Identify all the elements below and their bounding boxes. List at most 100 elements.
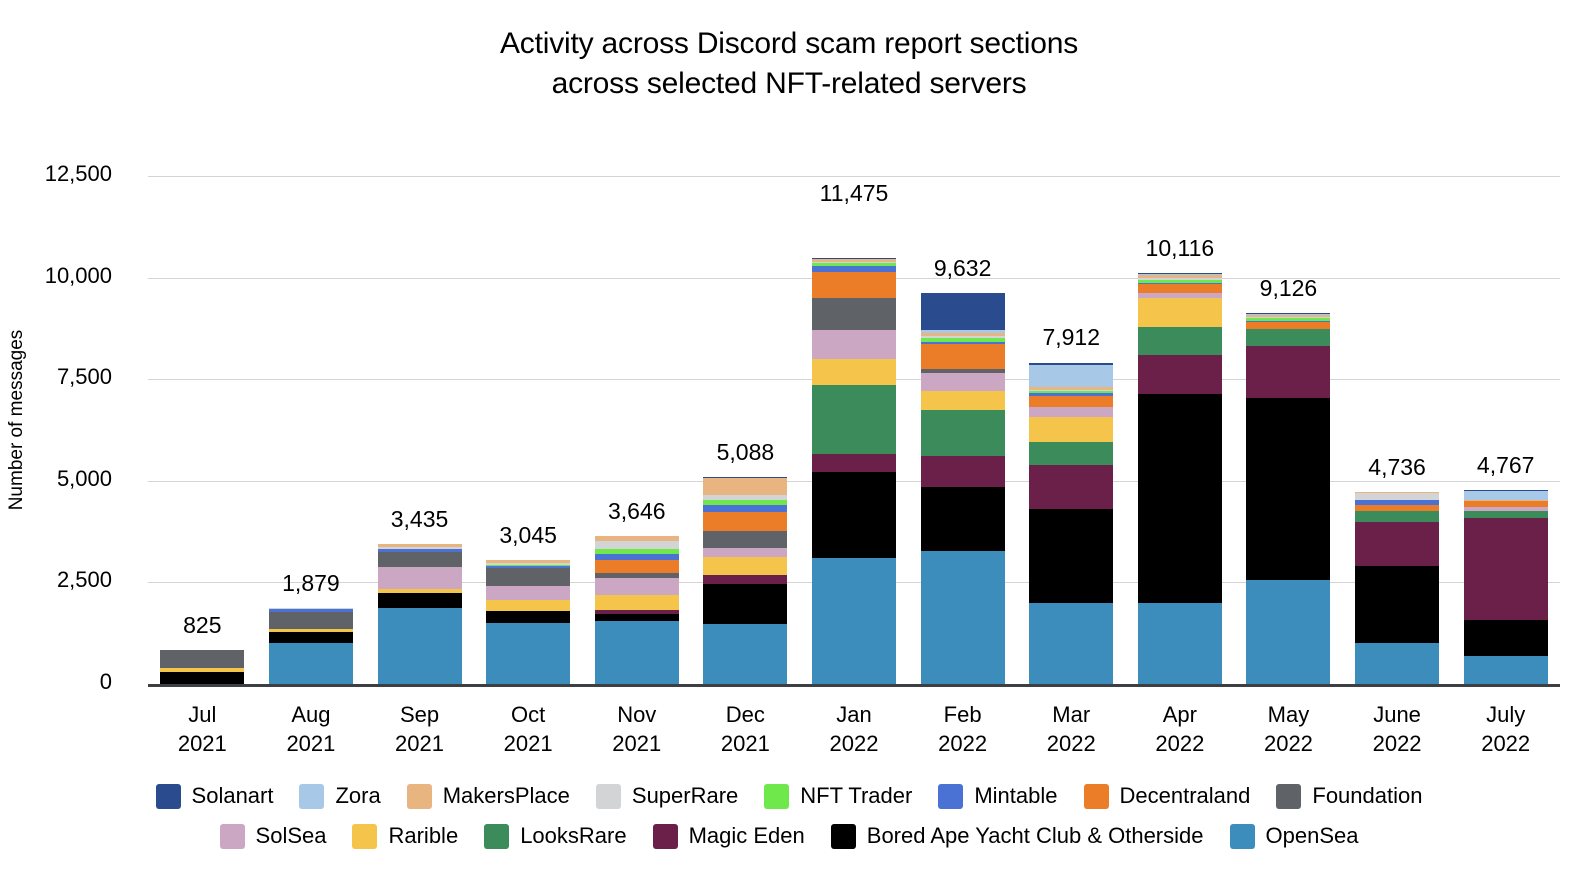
bar-segment[interactable] (920, 390, 1005, 411)
bar-stack[interactable] (486, 560, 571, 684)
bar-segment[interactable] (486, 560, 571, 564)
bar-segment[interactable] (268, 642, 353, 684)
bar-segment[interactable] (1355, 491, 1440, 494)
bar-segment[interactable] (486, 599, 571, 611)
bar-stack[interactable] (920, 292, 1005, 684)
bar-segment[interactable] (486, 623, 571, 684)
bar-segment[interactable] (1137, 278, 1222, 280)
bar-segment[interactable] (1029, 465, 1114, 510)
legend-item[interactable]: Foundation (1276, 783, 1422, 809)
bar-segment[interactable] (377, 551, 462, 568)
bar-segment[interactable] (594, 573, 679, 579)
bar-stack[interactable] (1137, 272, 1222, 684)
bar-segment[interactable] (812, 298, 896, 331)
bar-segment[interactable] (1246, 318, 1331, 321)
bar-segment[interactable] (703, 557, 788, 575)
bar-segment[interactable] (703, 574, 788, 584)
legend-item[interactable]: Solanart (155, 783, 273, 809)
bar-segment[interactable] (1029, 603, 1114, 684)
bar-stack[interactable] (1355, 491, 1440, 684)
bar-segment[interactable] (703, 500, 788, 505)
bar-segment[interactable] (268, 628, 353, 633)
bar-segment[interactable] (486, 565, 571, 569)
bar-segment[interactable] (703, 494, 788, 501)
bar-segment[interactable] (1463, 511, 1548, 518)
bar-segment[interactable] (486, 568, 571, 587)
bar-segment[interactable] (594, 548, 679, 555)
bar-segment[interactable] (1246, 316, 1331, 319)
bar-segment[interactable] (812, 557, 896, 684)
bar-segment[interactable] (1246, 313, 1331, 315)
bar-segment[interactable] (1463, 499, 1548, 501)
bar-segment[interactable] (920, 335, 1005, 338)
bar-segment[interactable] (703, 583, 788, 624)
bar-segment[interactable] (920, 332, 1005, 336)
bar-segment[interactable] (812, 454, 896, 473)
bar-segment[interactable] (1029, 417, 1114, 442)
bar-segment[interactable] (1355, 500, 1440, 505)
bar-segment[interactable] (812, 384, 896, 454)
bar-segment[interactable] (486, 586, 571, 600)
legend-item[interactable]: Bored Ape Yacht Club & Otherside (830, 823, 1204, 849)
bar-segment[interactable] (812, 265, 896, 273)
bar-segment[interactable] (377, 592, 462, 609)
legend-item[interactable]: NFT Trader (764, 783, 912, 809)
bar-segment[interactable] (268, 607, 353, 610)
bar-segment[interactable] (377, 548, 462, 552)
bar-stack[interactable] (160, 650, 245, 684)
bar-stack[interactable] (377, 544, 462, 684)
legend-item[interactable]: SolSea (219, 823, 326, 849)
bar-segment[interactable] (920, 456, 1005, 488)
bar-segment[interactable] (920, 337, 1005, 343)
bar-segment[interactable] (1137, 279, 1222, 284)
bar-segment[interactable] (1463, 655, 1548, 684)
bar-segment[interactable] (1246, 313, 1331, 314)
legend-item[interactable]: LooksRare (484, 823, 627, 849)
bar-segment[interactable] (1029, 441, 1114, 466)
bar-segment[interactable] (812, 358, 896, 385)
bar-segment[interactable] (594, 610, 679, 614)
bar-segment[interactable] (703, 504, 788, 513)
bar-segment[interactable] (1246, 314, 1331, 317)
bar-segment[interactable] (594, 578, 679, 595)
bar-segment[interactable] (594, 554, 679, 560)
bar-segment[interactable] (268, 609, 353, 612)
bar-segment[interactable] (486, 564, 571, 566)
bar-segment[interactable] (920, 342, 1005, 345)
bar-segment[interactable] (920, 551, 1005, 684)
bar-segment[interactable] (1246, 580, 1331, 684)
bar-segment[interactable] (1463, 507, 1548, 512)
legend-item[interactable]: Magic Eden (652, 823, 805, 849)
bar-segment[interactable] (1137, 292, 1222, 298)
legend-item[interactable]: Zora (299, 783, 381, 809)
bar-segment[interactable] (1029, 389, 1114, 392)
bar-segment[interactable] (1246, 398, 1331, 581)
bar-segment[interactable] (1246, 329, 1331, 346)
bar-segment[interactable] (703, 530, 788, 549)
legend-item[interactable]: MakersPlace (406, 783, 570, 809)
bar-segment[interactable] (160, 671, 245, 684)
bar-segment[interactable] (1029, 387, 1114, 390)
bar-segment[interactable] (703, 548, 788, 558)
bar-segment[interactable] (1029, 395, 1114, 408)
bar-segment[interactable] (268, 632, 353, 643)
bar-segment[interactable] (1355, 493, 1440, 501)
bar-segment[interactable] (1137, 603, 1222, 684)
bar-segment[interactable] (1029, 509, 1114, 604)
bar-stack[interactable] (1246, 313, 1331, 684)
bar-segment[interactable] (1137, 297, 1222, 327)
bar-segment[interactable] (594, 559, 679, 574)
bar-segment[interactable] (1029, 364, 1114, 388)
bar-segment[interactable] (1029, 362, 1114, 365)
bar-segment[interactable] (1463, 491, 1548, 500)
bar-segment[interactable] (1355, 642, 1440, 684)
bar-segment[interactable] (1355, 565, 1440, 643)
bar-segment[interactable] (1246, 320, 1331, 322)
bar-segment[interactable] (1463, 490, 1548, 492)
bar-segment[interactable] (703, 512, 788, 531)
bar-segment[interactable] (377, 544, 462, 547)
bar-segment[interactable] (1246, 345, 1331, 399)
bar-segment[interactable] (1137, 393, 1222, 604)
bar-segment[interactable] (377, 567, 462, 589)
bar-segment[interactable] (1029, 393, 1114, 396)
